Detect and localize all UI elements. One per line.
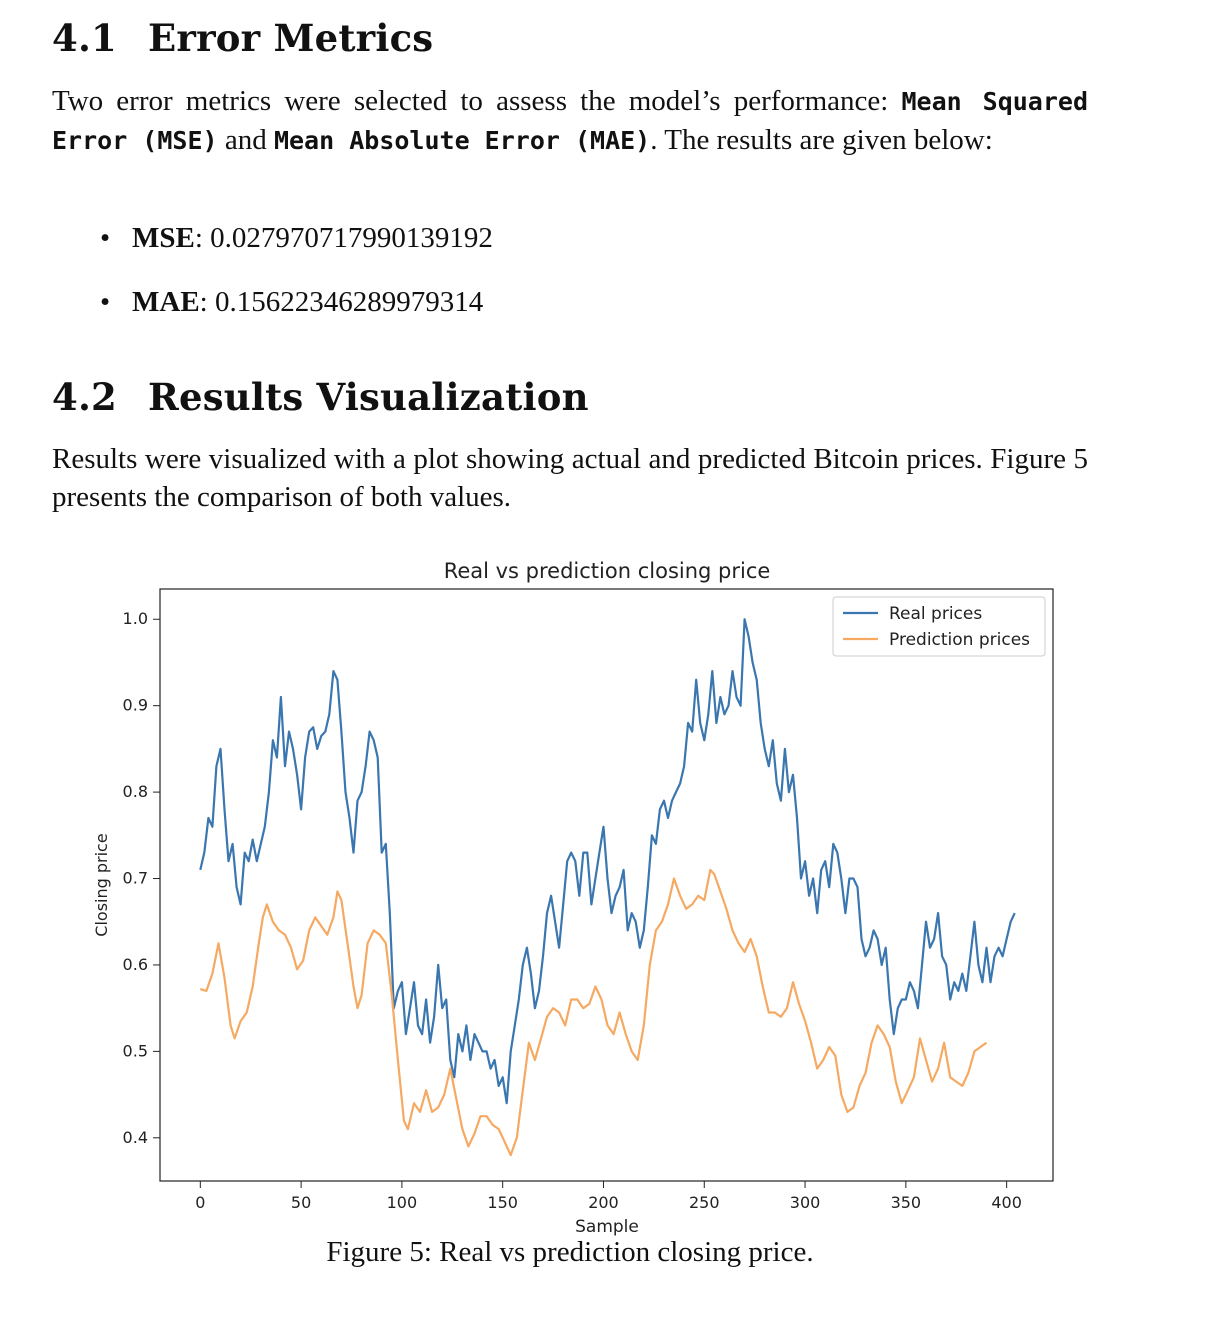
- y-tick-label: 0.6: [123, 955, 148, 974]
- y-tick-label: 0.7: [123, 869, 148, 888]
- section-number: 4.1: [52, 16, 117, 60]
- section-title: Results Visualization: [148, 375, 589, 419]
- bullet-mse: • MSE: 0.027970717990139192: [100, 222, 493, 255]
- mse-name: Mean Squared Error (MSE): [52, 87, 1088, 155]
- visualization-paragraph: Results were visualized with a plot show…: [52, 443, 1088, 513]
- bullet-value: : 0.027970717990139192: [194, 222, 493, 254]
- section-heading-results-visualization: 4.2 Results Visualization: [52, 375, 589, 419]
- bullet-value: : 0.15622346289979314: [199, 286, 484, 318]
- plot-frame: [159, 588, 1054, 1182]
- section-title: Error Metrics: [148, 16, 434, 60]
- x-tick-label: 100: [387, 1193, 418, 1212]
- section-number: 4.2: [52, 375, 117, 419]
- section-heading-error-metrics: 4.1 Error Metrics: [52, 16, 433, 60]
- x-tick-label: 150: [487, 1193, 518, 1212]
- legend: Real prices Prediction prices: [832, 596, 1046, 657]
- legend-label-prediction: Prediction prices: [889, 630, 1030, 650]
- x-tick-label: 300: [790, 1193, 821, 1212]
- x-tick-label: 0: [195, 1193, 205, 1212]
- x-tick-label: 250: [689, 1193, 720, 1212]
- y-tick-label: 0.5: [123, 1041, 148, 1060]
- error-metrics-paragraph: Two error metrics were selected to asses…: [52, 82, 1088, 160]
- series-line-prediction-prices: [199, 868, 988, 1157]
- figure-caption: Figure 5: Real vs prediction closing pri…: [326, 1236, 814, 1268]
- y-tick-label: 0.8: [123, 782, 148, 801]
- bullet-dot: •: [100, 222, 111, 254]
- y-tick-label: 0.9: [123, 696, 148, 715]
- bullet-label: MAE: [132, 286, 200, 318]
- series-line-real-prices: [199, 618, 1016, 1105]
- intro-before: Two error metrics were selected to asses…: [52, 85, 902, 117]
- x-tick-label: 350: [891, 1193, 922, 1212]
- x-tick-label: 200: [588, 1193, 619, 1212]
- legend-box: [832, 596, 1046, 657]
- line-chart: Real vs prediction closing price 0 50 100 1…: [92, 559, 1054, 1237]
- x-tick-label: 50: [291, 1193, 311, 1212]
- bullet-label: MSE: [132, 222, 195, 254]
- legend-label-real: Real prices: [889, 604, 982, 624]
- bullet-mae: • MAE: 0.15622346289979314: [100, 286, 483, 319]
- x-axis: 0 50 100 150 200 250 300 350 400: [195, 1181, 1022, 1212]
- x-tick-label: 400: [991, 1193, 1022, 1212]
- y-axis-label: Closing price: [92, 833, 111, 936]
- mae-name: Mean Absolute Error (MAE): [273, 126, 651, 155]
- chart-title: Real vs prediction closing price: [444, 559, 771, 583]
- series-lines: [199, 618, 1016, 1157]
- intro-mid: and: [217, 124, 274, 156]
- y-tick-label: 0.4: [123, 1128, 148, 1147]
- bullet-dot: •: [100, 286, 111, 318]
- intro-after: . The results are given below:: [650, 124, 993, 156]
- x-axis-label: Sample: [575, 1217, 639, 1237]
- y-tick-label: 1.0: [123, 609, 148, 628]
- y-axis: 0.4 0.5 0.6 0.7 0.8 0.9 1.0: [123, 609, 160, 1147]
